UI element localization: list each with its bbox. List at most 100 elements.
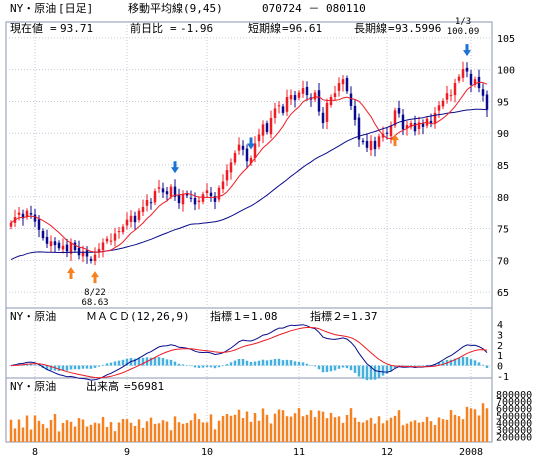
volume-bar xyxy=(221,415,225,442)
volume-bar xyxy=(413,420,417,442)
volume-bar xyxy=(453,414,457,442)
macd-histogram-bar xyxy=(265,360,269,366)
volume-bar xyxy=(333,417,337,442)
macd-histogram-bar xyxy=(333,365,337,371)
macd-histogram-bar xyxy=(365,365,369,381)
macd-histogram-bar xyxy=(341,365,345,368)
candle-body xyxy=(157,187,161,189)
candle-body xyxy=(33,214,37,222)
volume-bar xyxy=(125,419,129,442)
price-tick-label: 75 xyxy=(497,225,509,236)
candle-body xyxy=(17,212,21,215)
candle-body xyxy=(253,143,257,159)
candle-body xyxy=(201,194,205,202)
candle-body xyxy=(445,93,449,100)
stat-short-value: 96.61 xyxy=(289,22,322,35)
candle-body xyxy=(365,140,369,148)
candle-body xyxy=(349,93,353,106)
candle-body xyxy=(49,241,53,247)
volume-value: 56981 xyxy=(131,380,164,393)
volume-bar xyxy=(137,419,141,442)
macd-histogram-bar xyxy=(137,358,141,366)
signal-line xyxy=(10,327,488,379)
volume-bar xyxy=(245,411,249,442)
macd-histogram-bar xyxy=(393,365,397,368)
svg-text:=: = xyxy=(170,22,177,35)
candle-body xyxy=(97,248,101,253)
macd-histogram-bar xyxy=(165,359,169,366)
stat-close-value: 93.71 xyxy=(60,22,93,35)
macd-histogram-bar xyxy=(29,363,33,366)
volume-bar xyxy=(165,421,169,442)
volume-bar xyxy=(169,430,173,442)
volume-bar xyxy=(405,423,409,442)
macd-ind1-label: 指標１ xyxy=(210,309,243,323)
candle-body xyxy=(369,140,373,151)
volume-bar xyxy=(117,422,121,442)
macd-title: ＭＡＣＤ(12,26,9) xyxy=(86,310,190,323)
macd-histogram-bar xyxy=(225,364,229,366)
price-header-instrument: NY・原油 xyxy=(10,1,56,15)
volume-bar xyxy=(373,423,377,442)
macd-histogram-bar xyxy=(61,365,65,371)
volume-bar xyxy=(445,419,449,442)
candle-body xyxy=(269,117,273,135)
candle-body xyxy=(145,199,149,206)
volume-bar xyxy=(33,415,37,442)
volume-bar xyxy=(213,429,217,442)
x-tick-label: 12 xyxy=(381,447,393,458)
candle-body xyxy=(173,186,177,197)
candle-body xyxy=(65,244,69,252)
macd-histogram-bar xyxy=(161,358,165,366)
candle-body xyxy=(217,187,221,200)
volume-bar xyxy=(105,426,109,442)
volume-bar xyxy=(309,410,313,442)
macd-histogram-bar xyxy=(305,363,309,366)
candle-body xyxy=(85,250,89,257)
candle-body xyxy=(289,95,293,100)
price-tick-label: 95 xyxy=(497,97,509,108)
macd-histogram-bar xyxy=(301,362,305,366)
volume-bar xyxy=(449,410,453,442)
candle-body xyxy=(397,108,401,114)
svg-text:=: = xyxy=(50,22,57,35)
long-ma-line xyxy=(10,108,488,261)
candle-body xyxy=(29,213,33,215)
candle-body xyxy=(229,162,233,173)
volume-bar xyxy=(301,416,305,442)
price-tick-label: 85 xyxy=(497,161,509,172)
volume-bar xyxy=(141,427,145,442)
volume-bar xyxy=(145,421,149,442)
candle-body xyxy=(117,231,121,233)
candle-body xyxy=(177,194,181,204)
macd-histogram-bar xyxy=(109,362,113,366)
macd-histogram-bar xyxy=(257,360,261,366)
volume-bar xyxy=(93,422,97,442)
volume-bar xyxy=(65,420,69,442)
volume-bar xyxy=(469,408,473,442)
candle-body xyxy=(209,192,213,197)
candle-body xyxy=(73,242,77,251)
macd-histogram-bar xyxy=(237,358,241,366)
candle-body xyxy=(149,202,153,204)
volume-bar xyxy=(485,408,489,442)
candle-body xyxy=(321,112,325,124)
macd-histogram-bar xyxy=(245,360,249,366)
macd-histogram-bar xyxy=(45,365,49,370)
macd-histogram-bar xyxy=(457,357,461,366)
volume-bar xyxy=(25,415,29,442)
macd-histogram-bar xyxy=(233,360,237,366)
macd-histogram-bar xyxy=(37,365,41,367)
candle-body xyxy=(481,89,485,96)
volume-bar xyxy=(97,423,101,442)
candle-body xyxy=(325,102,329,122)
volume-tick-label: 700000 xyxy=(496,397,532,408)
candle-body xyxy=(169,186,173,197)
macd-histogram-bar xyxy=(217,365,221,368)
candle-body xyxy=(109,240,113,242)
price-tick-label: 70 xyxy=(497,256,509,267)
volume-bar xyxy=(313,417,317,442)
candle-body xyxy=(409,123,413,128)
macd-histogram-bar xyxy=(65,365,69,371)
